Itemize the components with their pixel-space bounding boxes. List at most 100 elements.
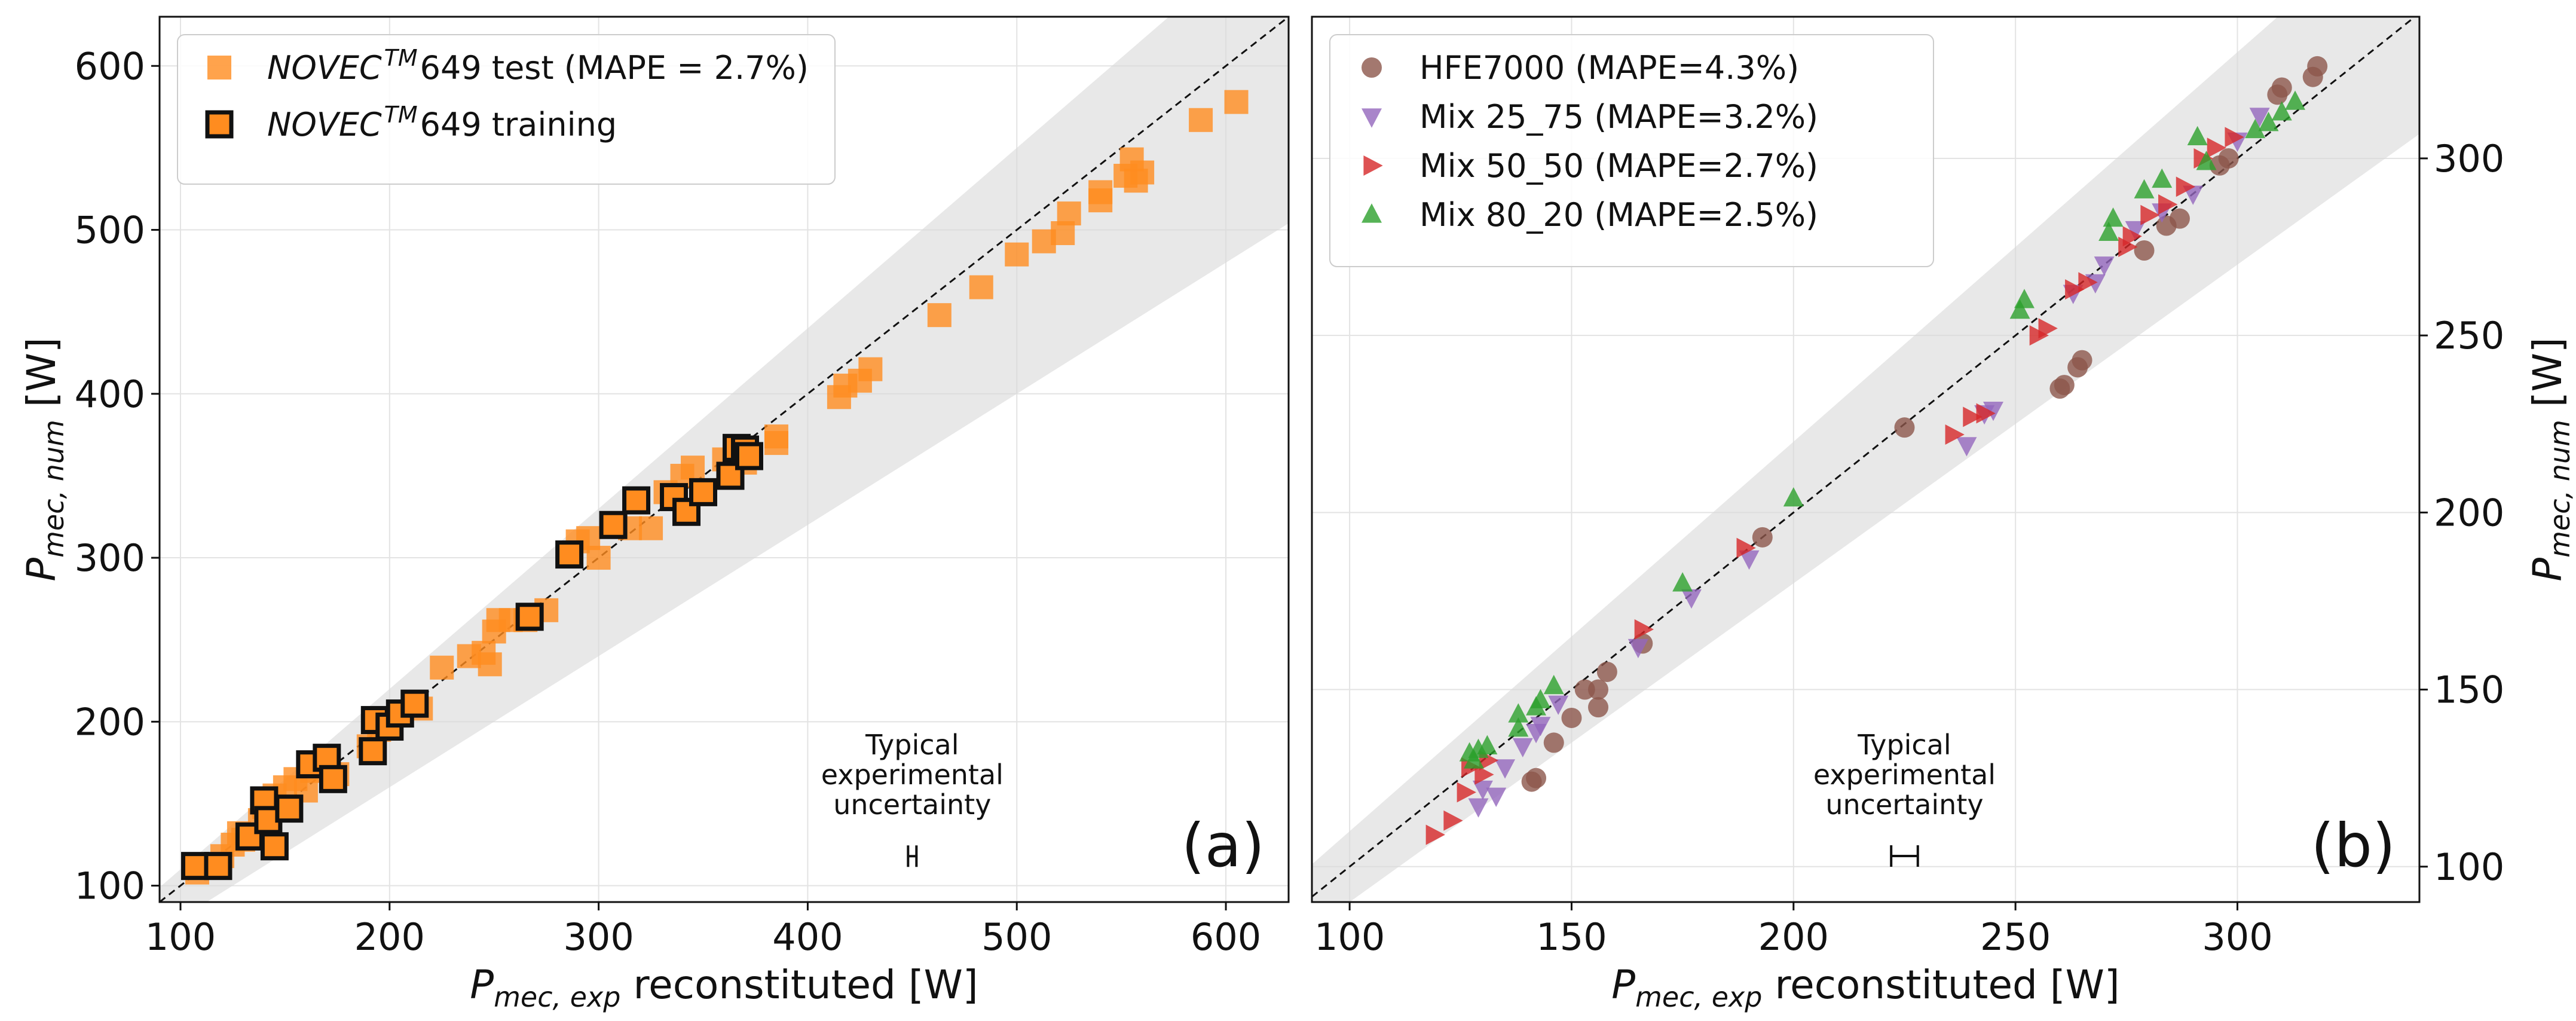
annotation-text: experimental: [821, 759, 1004, 791]
data-point: [1005, 242, 1029, 267]
data-point: [1543, 732, 1564, 753]
plot-area: [159, 16, 1289, 903]
y-tick-label: 400: [75, 372, 145, 416]
y-axis-label: Pmec, num [W]: [19, 337, 70, 581]
data-point: [927, 303, 952, 328]
data-point: [2065, 279, 2085, 300]
data-point: [2009, 299, 2030, 319]
data-point: [1457, 782, 1476, 803]
y-axis-label-subscript: mec, num: [2544, 420, 2576, 558]
x-tick-label: 300: [563, 915, 634, 959]
legend-entry-name: HFE7000 (MAPE=4.3%): [1419, 49, 1799, 87]
data-point: [1956, 437, 1977, 457]
series-0: [1521, 56, 2328, 792]
data-point: [1526, 696, 1547, 716]
data-point: [2196, 151, 2217, 170]
legend-marker: [1362, 203, 1382, 223]
legend-entry-superscript: TM: [384, 45, 418, 71]
data-point: [2271, 77, 2292, 98]
legend-entry-name: NOVEC: [267, 106, 382, 143]
annotation-text: Typical: [1857, 729, 1951, 761]
data-point: [1130, 160, 1155, 185]
panel-label: (b): [2311, 811, 2396, 881]
data-point: [2134, 179, 2155, 198]
data-point: [275, 794, 304, 823]
data-point: [2098, 221, 2119, 241]
x-tick-label: 200: [1758, 915, 1829, 959]
annotation-text: uncertainty: [1825, 788, 1983, 821]
legend-entry: HFE7000 (MAPE=4.3%): [1419, 49, 1799, 87]
data-point: [319, 765, 347, 793]
data-point: [599, 511, 628, 539]
x-tick-label: 300: [2202, 915, 2272, 959]
y-tick-label: 300: [75, 536, 145, 580]
legend-marker: [207, 56, 231, 80]
data-point: [2302, 66, 2323, 87]
data-point: [858, 357, 883, 381]
data-point: [1508, 703, 1529, 723]
y-tick-label: 100: [2434, 845, 2504, 889]
data-point: [555, 540, 584, 569]
data-point: [1508, 717, 1529, 737]
legend-entry-rest: 649 training: [420, 106, 617, 143]
data-point: [2225, 127, 2244, 148]
data-point: [1596, 661, 1617, 682]
data-point: [1548, 695, 1569, 715]
data-point: [180, 852, 209, 881]
legend-marker: [1362, 108, 1382, 128]
x-axis-label-text: reconstituted [W]: [620, 962, 978, 1008]
data-point: [1588, 697, 1609, 718]
data-point: [1189, 108, 1213, 132]
legend-entry: Mix 80_20 (MAPE=2.5%): [1419, 196, 1818, 234]
data-point: [1472, 780, 1493, 800]
legend-entry-name: Mix 50_50 (MAPE=2.7%): [1419, 147, 1818, 185]
data-point: [1543, 674, 1564, 695]
legend-entry-rest: 649 test (MAPE = 2.7%): [420, 49, 809, 87]
series-2: [1425, 127, 2244, 845]
data-point: [400, 689, 429, 718]
data-point: [515, 603, 544, 631]
legend-box: [1329, 34, 1934, 267]
x-tick-label: 200: [354, 915, 425, 959]
x-tick-label: 150: [1536, 915, 1607, 959]
data-point: [2249, 108, 2270, 127]
data-point: [1681, 589, 1702, 609]
y-tick-label: 500: [75, 209, 145, 252]
x-axis-label: Pmec, exp reconstituted [W]: [1611, 962, 2119, 1013]
data-point: [204, 852, 232, 881]
x-tick-label: 400: [772, 915, 843, 959]
y-axis-label-symbol: P: [19, 558, 65, 582]
legend: HFE7000 (MAPE=4.3%) Mix 25_75 (MAPE=3.2%)…: [1329, 34, 1934, 267]
series-1: [180, 433, 763, 881]
data-point: [260, 832, 289, 861]
data-point: [2187, 126, 2208, 146]
data-point: [1739, 550, 1760, 570]
y-tick-label: 300: [2434, 137, 2504, 181]
data-point: [1464, 749, 1485, 769]
annotation-text: Typical: [865, 729, 959, 761]
legend-marker: [1362, 57, 1382, 78]
data-point: [689, 478, 718, 506]
data-point: [2125, 221, 2146, 241]
data-point: [1088, 180, 1113, 204]
y-axis-label-symbol: P: [2525, 558, 2571, 582]
data-point: [2094, 256, 2115, 276]
data-point: [764, 424, 788, 449]
data-point: [1495, 759, 1516, 779]
data-point: [1963, 406, 1983, 427]
data-point: [478, 652, 502, 677]
data-point: [1057, 201, 1081, 226]
x-tick-label: 500: [981, 915, 1052, 959]
annotation-text: uncertainty: [833, 788, 991, 821]
data-point: [1561, 707, 1582, 728]
x-tick-label: 100: [1314, 915, 1385, 959]
x-axis-label-symbol: P: [1611, 962, 1635, 1008]
data-point: [1521, 771, 1542, 792]
legend-entry: NOVEC TM649 test (MAPE = 2.7%): [267, 45, 809, 87]
data-point: [2029, 325, 2049, 346]
data-point: [2134, 240, 2155, 261]
x-axis-label-symbol: P: [470, 962, 494, 1008]
legend-entry-name: Mix 80_20 (MAPE=2.5%): [1419, 196, 1818, 234]
